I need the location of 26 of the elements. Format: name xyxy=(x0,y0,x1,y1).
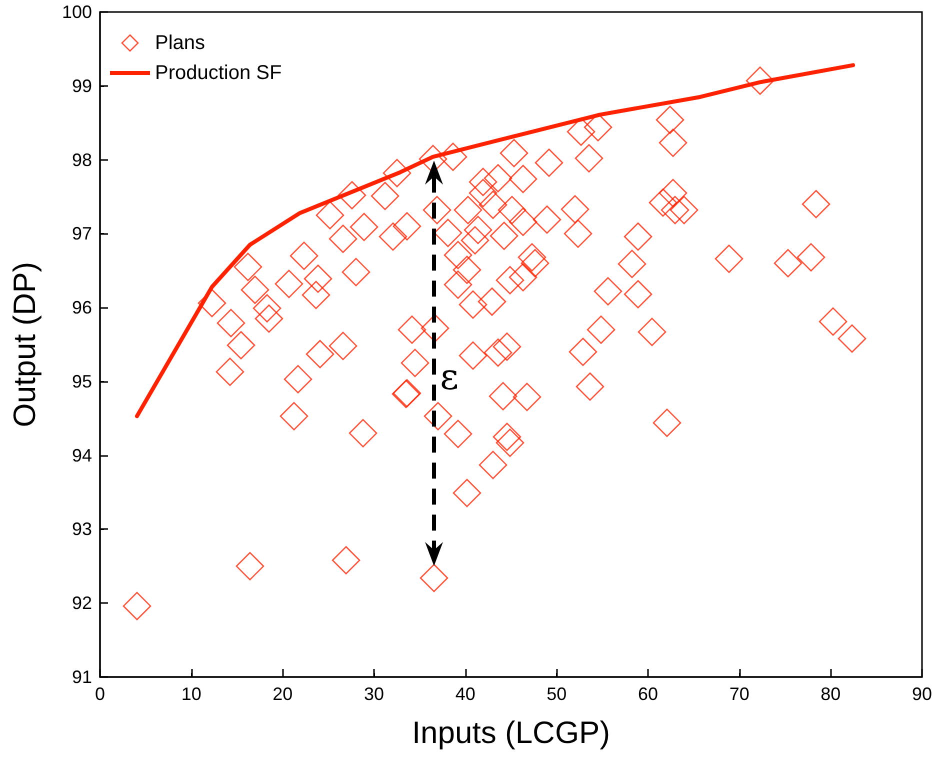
x-axis-title: Inputs (LCGP) xyxy=(412,715,610,750)
annotation: ε xyxy=(440,356,459,398)
x-tick-label: 20 xyxy=(272,684,293,704)
x-tick-label: 40 xyxy=(455,684,476,704)
y-axis-title: Output (DP) xyxy=(7,262,42,428)
y-tick-label: 97 xyxy=(72,224,92,244)
x-tick-label: 50 xyxy=(546,684,567,704)
y-tick-label: 93 xyxy=(72,519,92,540)
y-tick-label: 91 xyxy=(72,667,92,687)
y-tick-label: 96 xyxy=(72,298,92,318)
y-tick-label: 94 xyxy=(72,445,92,466)
y-tick-label: 98 xyxy=(72,150,92,170)
x-tick-label: 70 xyxy=(729,684,750,704)
x-tick-label: 10 xyxy=(181,684,202,704)
y-tick-label: 95 xyxy=(72,371,92,392)
x-tick-label: 30 xyxy=(364,684,384,704)
x-tick-label: 0 xyxy=(94,684,106,704)
legend-label: Plans xyxy=(155,32,206,54)
y-tick-label: 100 xyxy=(62,2,92,22)
y-tick-label: 99 xyxy=(72,76,92,96)
x-tick-label: 80 xyxy=(820,684,841,704)
x-tick-label: 60 xyxy=(638,684,658,704)
x-tick-label: 90 xyxy=(912,684,932,704)
y-tick-label: 92 xyxy=(72,593,92,614)
legend-label: Production SF xyxy=(155,62,282,84)
line-series xyxy=(134,63,856,418)
